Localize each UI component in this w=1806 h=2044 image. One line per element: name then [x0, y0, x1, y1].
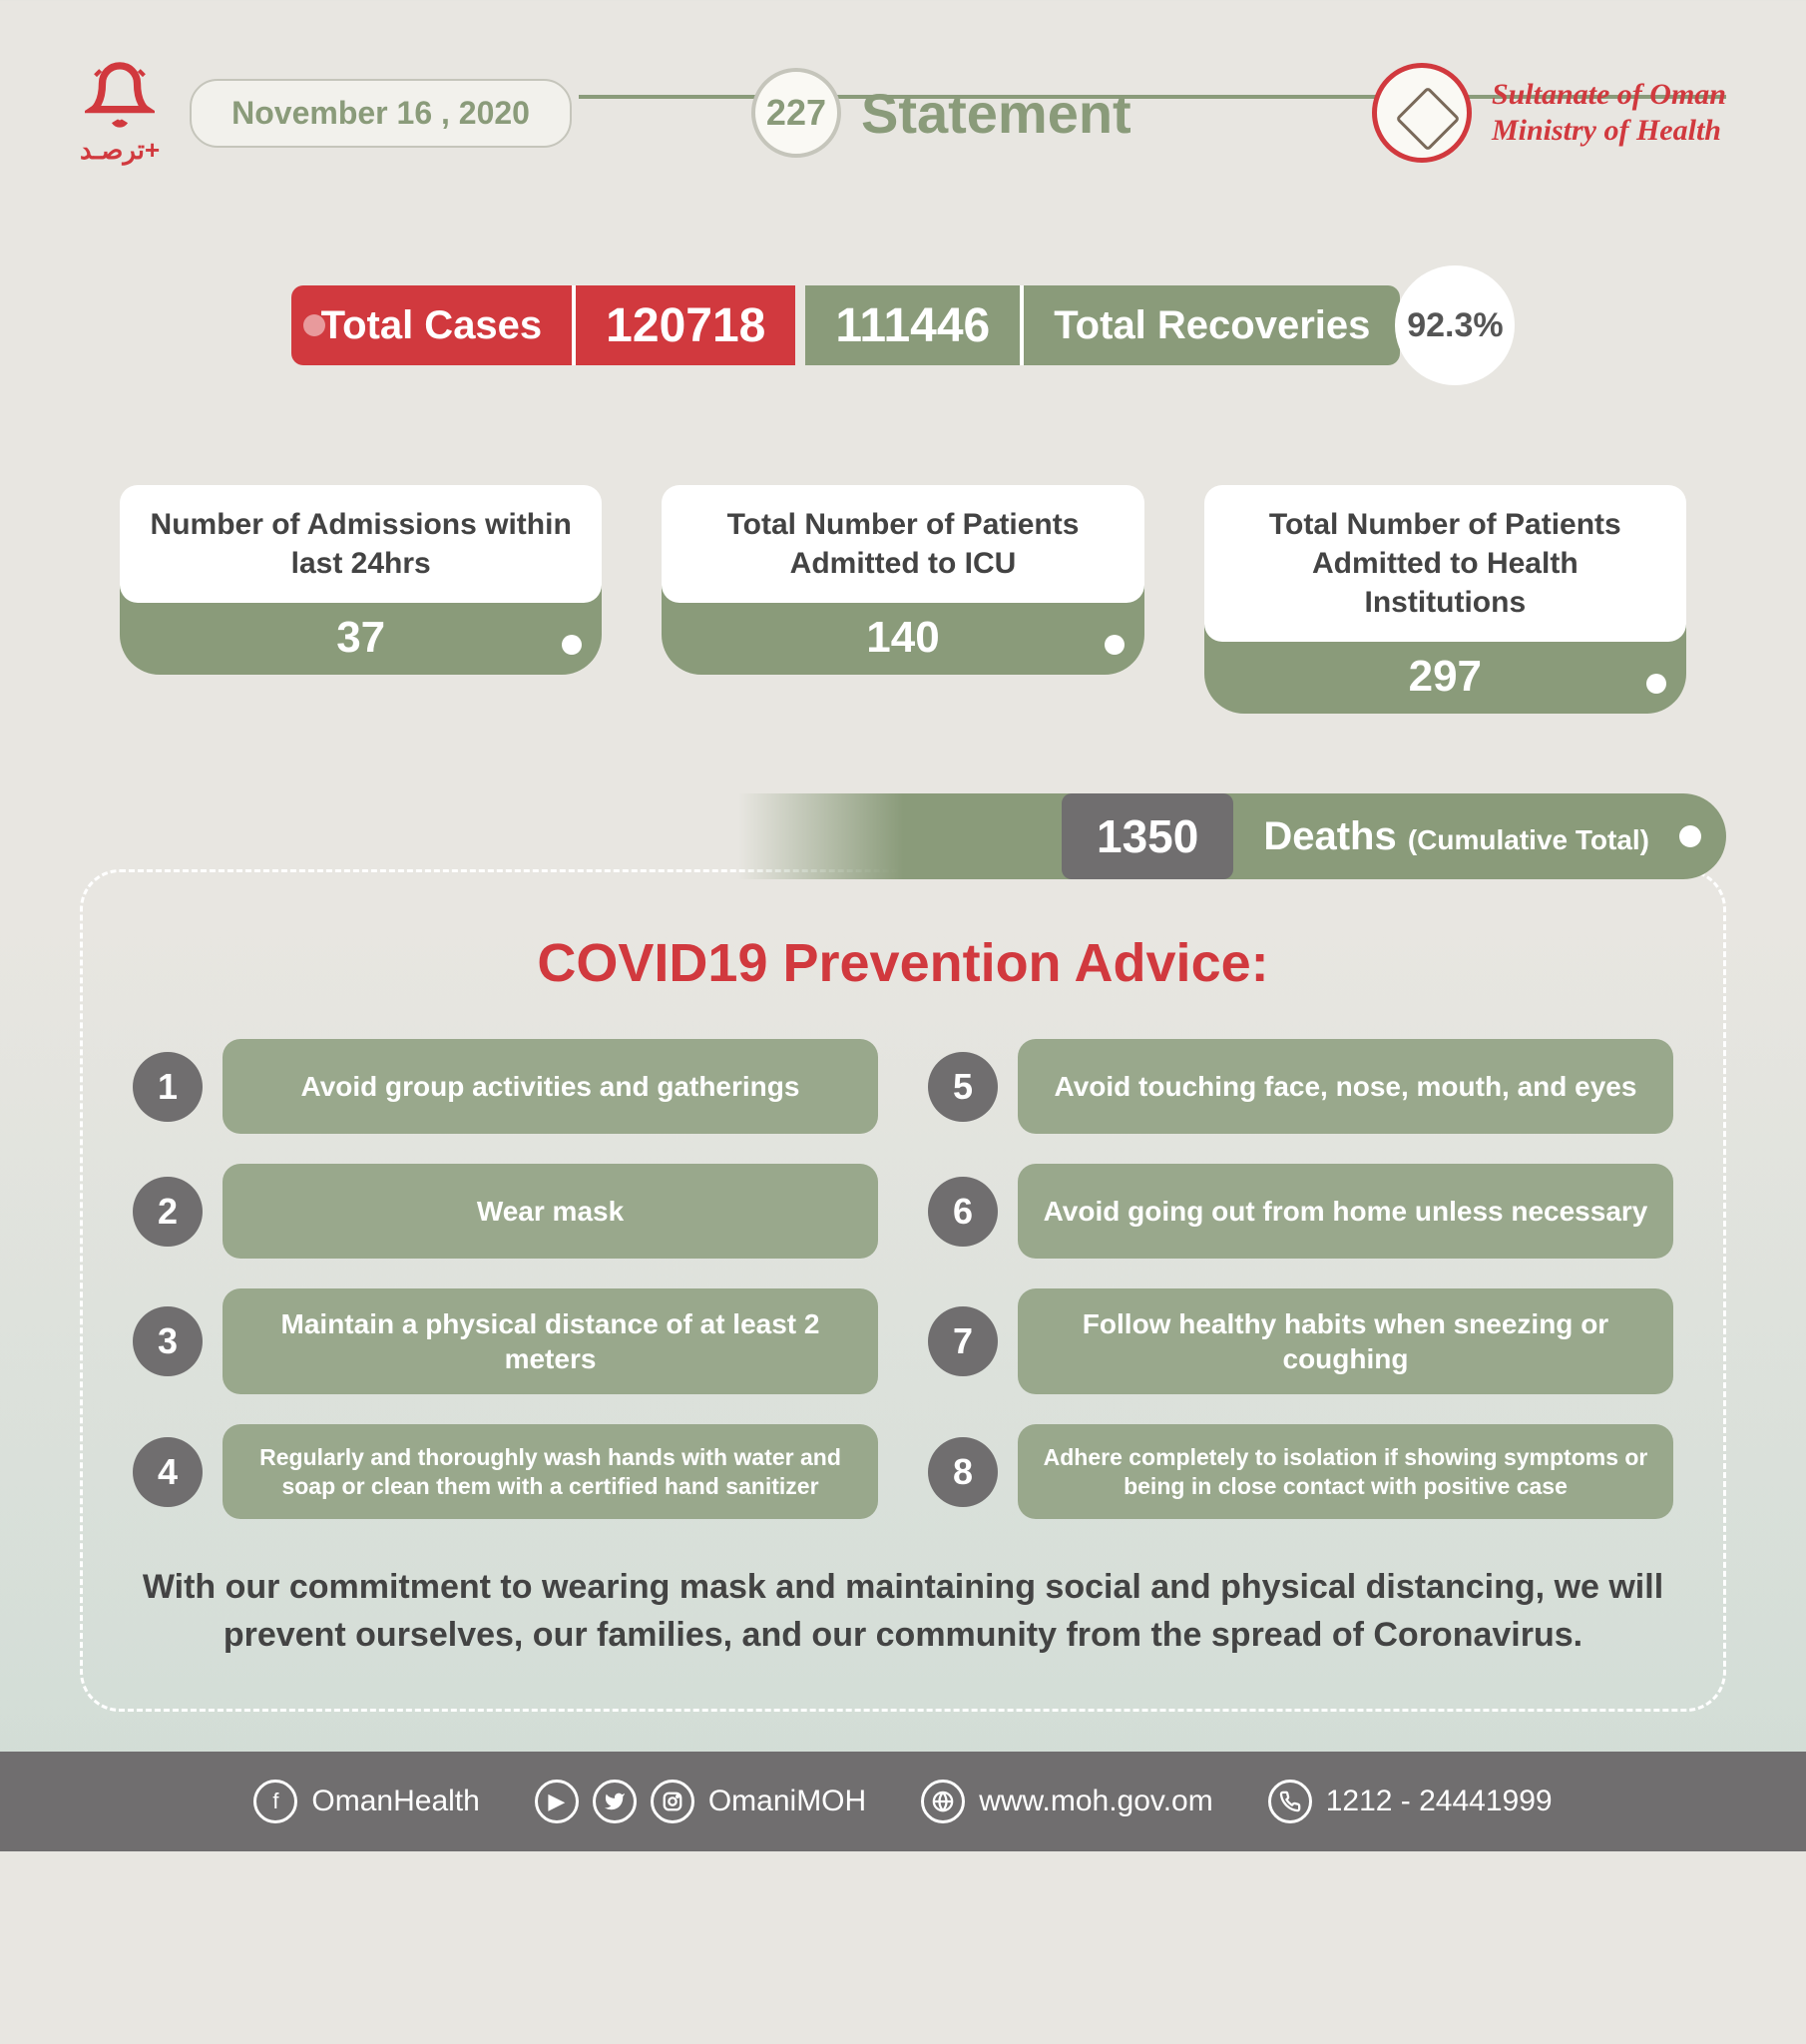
commitment-text: With our commitment to wearing mask and …: [133, 1564, 1673, 1659]
arabic-label: ترصـد+: [80, 135, 160, 166]
advice-item: 8 Adhere completely to isolation if showi…: [928, 1424, 1673, 1519]
advice-item: 2 Wear mask: [133, 1164, 878, 1259]
stat-value-text: 37: [336, 613, 385, 662]
advice-number: 7: [928, 1306, 998, 1376]
advice-number: 2: [133, 1177, 203, 1247]
youtube-icon: ▶: [535, 1780, 579, 1823]
decor-dot: [1679, 825, 1701, 847]
bell-icon: [85, 60, 155, 130]
footer-social[interactable]: ▶ OmaniMOH: [535, 1780, 866, 1823]
stat-card-admissions: Number of Admissions within last 24hrs 3…: [120, 485, 602, 714]
ministry-line1: Sultanate of Oman: [1492, 77, 1726, 113]
statement-label: Statement: [861, 81, 1131, 146]
advice-item: 3 Maintain a physical distance of at leas…: [133, 1288, 878, 1394]
footer-web-text: www.moh.gov.om: [979, 1785, 1213, 1818]
advice-text: Maintain a physical distance of at least…: [223, 1288, 878, 1394]
deaths-value: 1350: [1062, 793, 1233, 879]
stat-title: Number of Admissions within last 24hrs: [120, 485, 602, 603]
advice-item: 4 Regularly and thoroughly wash hands wit…: [133, 1424, 878, 1519]
advice-text: Avoid touching face, nose, mouth, and ey…: [1018, 1039, 1673, 1134]
deaths-bar: 1350 Deaths (Cumulative Total): [80, 793, 1726, 879]
ministry-logo-icon: [1372, 63, 1472, 163]
footer-phone[interactable]: 1212 - 24441999: [1268, 1780, 1553, 1823]
total-cases-label: Total Cases: [291, 285, 573, 365]
decor-dot: [1646, 674, 1666, 694]
statement-block: 227 Statement: [751, 68, 1131, 158]
advice-number: 1: [133, 1052, 203, 1122]
footer-facebook[interactable]: f OmanHealth: [253, 1780, 479, 1823]
footer-facebook-text: OmanHealth: [311, 1785, 479, 1818]
phone-icon: [1268, 1780, 1312, 1823]
total-cases-value: 120718: [572, 285, 795, 365]
three-stats: Number of Admissions within last 24hrs 3…: [0, 425, 1806, 793]
advice-item: 6 Avoid going out from home unless necess…: [928, 1164, 1673, 1259]
advice-grid: 1Avoid group activities and gatherings5A…: [133, 1039, 1673, 1519]
footer-social-text: OmaniMOH: [708, 1785, 866, 1818]
stat-card-institutions: Total Number of Patients Admitted to Hea…: [1204, 485, 1686, 714]
advice-box: COVID19 Prevention Advice: 1 Avoid group …: [80, 869, 1726, 1712]
page: ترصـد+ November 16 , 2020 227 Statement …: [0, 0, 1806, 1851]
advice-number: 3: [133, 1306, 203, 1376]
ministry-text: Sultanate of Oman Ministry of Health: [1492, 77, 1726, 149]
advice-text: Adhere completely to isolation if showin…: [1018, 1424, 1673, 1519]
advice-text: Avoid going out from home unless necessa…: [1018, 1164, 1673, 1259]
advice-text: Follow healthy habits when sneezing or c…: [1018, 1288, 1673, 1394]
advice-item: 1 Avoid group activities and gatherings: [133, 1039, 878, 1134]
advice-item: 5 Avoid touching face, nose, mouth, and e…: [928, 1039, 1673, 1134]
facebook-icon: f: [253, 1780, 297, 1823]
ministry-block: Sultanate of Oman Ministry of Health: [1372, 63, 1726, 163]
header: ترصـد+ November 16 , 2020 227 Statement …: [0, 0, 1806, 206]
total-recoveries-label: Total Recoveries: [1024, 285, 1400, 365]
advice-number: 4: [133, 1437, 203, 1507]
footer-web[interactable]: www.moh.gov.om: [921, 1780, 1213, 1823]
stat-value-text: 297: [1409, 652, 1482, 701]
stat-title: Total Number of Patients Admitted to ICU: [662, 485, 1143, 603]
date-pill: November 16 , 2020: [190, 79, 572, 148]
deaths-label: Deaths (Cumulative Total): [1233, 814, 1679, 859]
total-recoveries-value: 111446: [805, 285, 1024, 365]
stat-value-text: 140: [866, 613, 939, 662]
total-recoveries-pill: 111446 Total Recoveries: [805, 285, 1400, 365]
statement-number: 227: [751, 68, 841, 158]
decor-dot: [562, 635, 582, 655]
top-stats: Total Cases 120718 111446 Total Recoveri…: [0, 206, 1806, 425]
stat-title: Total Number of Patients Admitted to Hea…: [1204, 485, 1686, 642]
deaths-sublabel: (Cumulative Total): [1408, 824, 1649, 855]
advice-title: COVID19 Prevention Advice:: [133, 932, 1673, 994]
deaths-wrap: 1350 Deaths (Cumulative Total): [0, 793, 1806, 879]
recovery-rate: 92.3%: [1395, 265, 1515, 385]
advice-number: 5: [928, 1052, 998, 1122]
footer-phone-text: 1212 - 24441999: [1326, 1785, 1553, 1818]
globe-icon: [921, 1780, 965, 1823]
advice-text: Regularly and thoroughly wash hands with…: [223, 1424, 878, 1519]
total-cases-pill: Total Cases 120718: [291, 285, 796, 365]
instagram-icon: [651, 1780, 694, 1823]
decor-dot: [1105, 635, 1125, 655]
alert-block: ترصـد+: [80, 60, 160, 166]
advice-text: Wear mask: [223, 1164, 878, 1259]
advice-item: 7 Follow healthy habits when sneezing or …: [928, 1288, 1673, 1394]
ministry-line2: Ministry of Health: [1492, 113, 1726, 149]
advice-number: 6: [928, 1177, 998, 1247]
stat-card-icu: Total Number of Patients Admitted to ICU…: [662, 485, 1143, 714]
footer: f OmanHealth ▶ OmaniMOH www.moh.gov.om 1…: [0, 1752, 1806, 1851]
advice-text: Avoid group activities and gatherings: [223, 1039, 878, 1134]
decor-dot: [303, 314, 325, 336]
twitter-icon: [593, 1780, 637, 1823]
advice-number: 8: [928, 1437, 998, 1507]
deaths-label-text: Deaths: [1263, 814, 1396, 858]
